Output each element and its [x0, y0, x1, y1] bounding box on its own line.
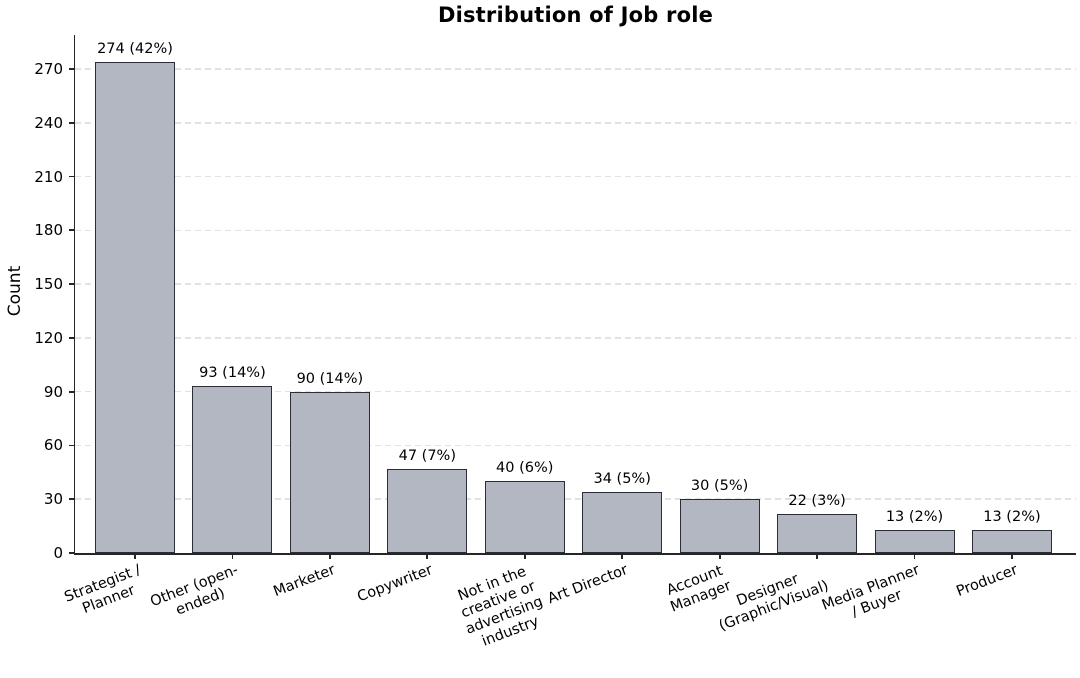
- bar-value-label: 40 (6%): [496, 460, 554, 477]
- y-tick-label: 180: [34, 221, 63, 240]
- y-tick-mark: [68, 283, 74, 286]
- bar-3: [289, 391, 370, 553]
- plot-area: 0 30 60 90 120 150 180 210 240 270 274 (42%) Strate…: [34, 35, 1076, 650]
- y-tick-label: 210: [34, 167, 63, 186]
- bar-9: [874, 529, 955, 553]
- y-tick-label: 90: [43, 382, 63, 401]
- bar-value-label: 90 (14%): [296, 370, 364, 387]
- y-tick-label: 60: [43, 436, 63, 455]
- x-tick-label: Producer: [953, 562, 1020, 600]
- x-tick-label: Not in the creative or advertising industry: [455, 563, 545, 650]
- bar-value-label: 13 (2%): [885, 508, 944, 525]
- x-tick-label: Art Director: [545, 562, 630, 608]
- bar-6: [582, 492, 663, 553]
- y-tick-label: 120: [34, 328, 63, 347]
- gridline: [75, 444, 1076, 447]
- gridline: [75, 175, 1076, 178]
- x-tick-label: Designer (Graphic/Visual): [716, 571, 831, 635]
- bar-value-label: 93 (14%): [199, 365, 266, 382]
- y-tick-mark: [68, 121, 74, 124]
- y-tick-mark: [68, 552, 74, 554]
- y-tick-mark: [68, 175, 74, 178]
- y-tick-label: 270: [34, 60, 63, 79]
- bar-10: [971, 529, 1052, 553]
- gridline: [75, 283, 1076, 285]
- x-tick-mark: [718, 553, 721, 559]
- gridline: [75, 498, 1076, 500]
- bar-value-label: 22 (3%): [788, 492, 846, 509]
- bar-value-label: 34 (5%): [593, 471, 651, 488]
- bar-1: [95, 61, 175, 553]
- gridline: [75, 390, 1076, 393]
- x-tick-label: Other (open-ended): [147, 562, 241, 619]
- y-axis-spine: [73, 35, 76, 555]
- y-tick-mark: [68, 390, 74, 393]
- bar-7: [679, 499, 760, 553]
- x-tick-label: Marketer: [271, 562, 338, 601]
- bar-value-label: 30 (5%): [690, 478, 749, 495]
- y-tick-label: 30: [43, 490, 63, 509]
- x-tick-mark: [621, 553, 624, 559]
- gridline: [75, 68, 1076, 70]
- x-tick-mark: [328, 553, 331, 559]
- y-tick-mark: [68, 337, 74, 339]
- y-tick-label: 150: [34, 275, 63, 294]
- x-tick-label: Copywriter: [355, 562, 436, 606]
- bar-8: [777, 513, 858, 553]
- y-tick-mark: [68, 229, 74, 232]
- y-tick-mark: [68, 68, 74, 70]
- bar-2: [192, 386, 273, 553]
- bar-5: [484, 481, 565, 553]
- bar-value-label: 47 (7%): [398, 447, 456, 464]
- gridline: [75, 122, 1076, 124]
- chart-title: Distribution of Job role: [437, 3, 714, 27]
- x-tick-mark: [134, 553, 136, 559]
- x-axis-spine: [73, 553, 1076, 555]
- y-tick-label: 240: [34, 113, 63, 132]
- x-tick-label: Strategist / Planner: [62, 562, 143, 618]
- y-tick-mark: [68, 498, 74, 501]
- gridline: [75, 337, 1076, 339]
- x-tick-label: Media Planner / Buyer: [820, 562, 923, 621]
- gridline: [75, 229, 1076, 232]
- x-tick-mark: [426, 553, 429, 559]
- bar-value-label: 274 (42%): [97, 40, 173, 57]
- bar-value-label: 13 (2%): [983, 508, 1041, 525]
- x-tick-mark: [231, 553, 234, 559]
- x-tick-mark: [913, 553, 916, 559]
- x-tick-mark: [1011, 553, 1013, 559]
- bar-4: [387, 468, 468, 553]
- y-tick-label: 0: [53, 544, 63, 562]
- x-tick-mark: [523, 553, 526, 559]
- x-tick-mark: [816, 553, 818, 559]
- y-tick-mark: [68, 444, 74, 447]
